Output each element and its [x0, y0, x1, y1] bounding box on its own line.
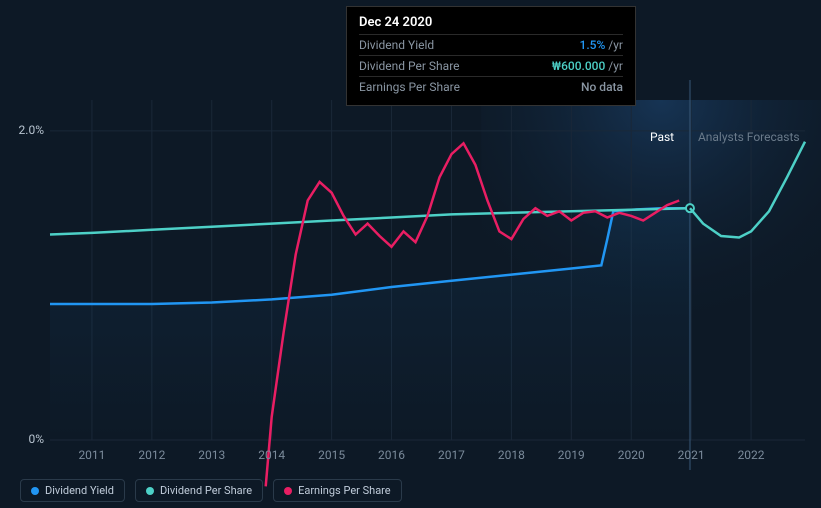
y-tick-label: 0%: [0, 432, 44, 446]
x-tick-label: 2014: [247, 448, 297, 462]
legend-dot: [146, 487, 154, 495]
tooltip-row-value: 1.5% /yr: [580, 38, 623, 52]
tooltip-row-label: Dividend Yield: [359, 38, 434, 52]
x-tick-label: 2011: [67, 448, 117, 462]
x-tick-label: 2017: [426, 448, 476, 462]
tooltip-row-value: ₩600.000 /yr: [552, 59, 623, 73]
x-tick-label: 2016: [367, 448, 417, 462]
x-tick-label: 2013: [187, 448, 237, 462]
x-tick-label: 2022: [726, 448, 776, 462]
tooltip-row-label: Dividend Per Share: [359, 59, 460, 73]
tooltip-row-value: No data: [581, 80, 623, 94]
tooltip-row: Earnings Per Share No data: [359, 76, 623, 97]
chart-legend: Dividend Yield Dividend Per Share Earnings…: [20, 479, 402, 502]
tooltip-row: Dividend Per Share ₩600.000 /yr: [359, 55, 623, 76]
legend-label: Dividend Yield: [45, 484, 114, 497]
x-tick-label: 2015: [307, 448, 357, 462]
tooltip-row-label: Earnings Per Share: [359, 80, 460, 94]
x-tick-label: 2021: [666, 448, 716, 462]
x-tick-label: 2018: [486, 448, 536, 462]
chart-tooltip: Dec 24 2020 Dividend Yield1.5% /yrDivide…: [346, 6, 636, 106]
legend-dot: [284, 487, 292, 495]
tooltip-date: Dec 24 2020: [359, 15, 623, 34]
x-tick-label: 2020: [606, 448, 656, 462]
region-label-forecast: Analysts Forecasts: [698, 130, 800, 144]
legend-item[interactable]: Earnings Per Share: [273, 479, 402, 502]
region-label-past: Past: [650, 130, 674, 144]
legend-dot: [31, 487, 39, 495]
y-tick-label: 2.0%: [0, 123, 44, 137]
dividend-chart: 0% 2.0% 2011 2012 2013 2014 2015 2016 2017 2018 2…: [0, 0, 821, 508]
x-tick-label: 2012: [127, 448, 177, 462]
legend-item[interactable]: Dividend Per Share: [135, 479, 263, 502]
legend-item[interactable]: Dividend Yield: [20, 479, 125, 502]
legend-label: Dividend Per Share: [160, 484, 252, 497]
legend-label: Earnings Per Share: [298, 484, 391, 497]
tooltip-row: Dividend Yield 1.5% /yr: [359, 34, 623, 55]
x-tick-label: 2019: [546, 448, 596, 462]
